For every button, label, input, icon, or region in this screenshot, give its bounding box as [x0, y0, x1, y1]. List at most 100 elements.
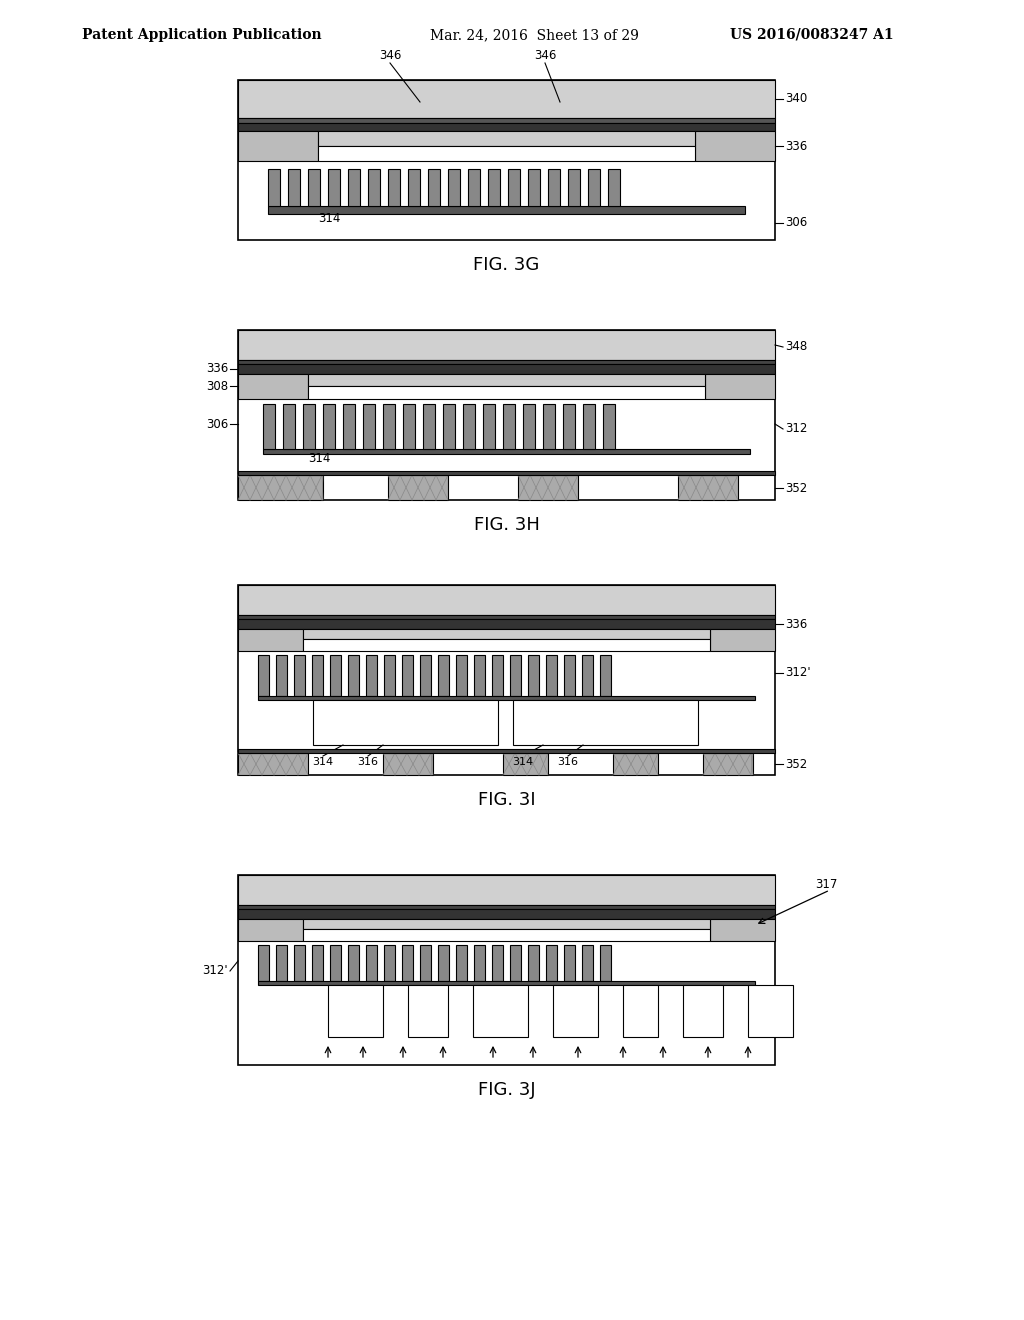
Bar — [368, 169, 380, 206]
Bar — [403, 404, 415, 449]
Text: 316: 316 — [357, 756, 379, 767]
Bar — [510, 945, 521, 981]
Bar — [383, 404, 395, 449]
Bar — [238, 875, 775, 1065]
Bar — [492, 655, 503, 696]
Bar — [258, 945, 269, 981]
Bar — [330, 655, 341, 696]
Bar — [312, 945, 323, 981]
Text: 314: 314 — [312, 756, 334, 767]
Bar — [613, 752, 658, 775]
Text: 346: 346 — [534, 49, 556, 62]
Bar — [474, 945, 485, 981]
Bar — [388, 475, 449, 500]
Bar — [438, 945, 449, 981]
Bar — [238, 585, 775, 775]
Bar — [528, 655, 539, 696]
Bar — [238, 330, 775, 500]
Bar — [328, 985, 383, 1038]
Bar — [582, 655, 593, 696]
Bar — [548, 169, 560, 206]
Bar — [705, 374, 775, 399]
Bar — [523, 404, 535, 449]
Bar — [348, 945, 359, 981]
Bar — [276, 655, 287, 696]
Bar — [318, 131, 695, 147]
Bar — [330, 945, 341, 981]
Bar — [303, 639, 710, 651]
Bar — [408, 985, 449, 1038]
Bar — [303, 404, 315, 449]
Bar — [323, 404, 335, 449]
Bar — [384, 945, 395, 981]
Text: 336: 336 — [206, 363, 228, 375]
Bar — [308, 374, 705, 385]
Text: 348: 348 — [785, 341, 807, 354]
Bar — [600, 945, 611, 981]
Text: 314: 314 — [512, 756, 534, 767]
Bar — [238, 752, 308, 775]
Bar — [308, 385, 705, 399]
Bar — [456, 945, 467, 981]
Bar — [238, 475, 323, 500]
Bar — [543, 404, 555, 449]
Bar — [268, 169, 280, 206]
Bar — [238, 630, 303, 651]
Text: 352: 352 — [785, 482, 807, 495]
Bar — [294, 655, 305, 696]
Bar — [408, 169, 420, 206]
Bar — [312, 655, 323, 696]
Bar — [268, 206, 745, 214]
Bar — [313, 700, 498, 744]
Bar — [238, 364, 775, 374]
Bar — [703, 752, 753, 775]
Text: Mar. 24, 2016  Sheet 13 of 29: Mar. 24, 2016 Sheet 13 of 29 — [430, 28, 639, 42]
Bar — [238, 360, 775, 364]
Bar — [748, 985, 793, 1038]
Bar — [510, 655, 521, 696]
Bar — [343, 404, 355, 449]
Bar — [603, 404, 615, 449]
Bar — [388, 169, 400, 206]
Bar — [518, 475, 578, 500]
Bar — [463, 404, 475, 449]
Text: 312': 312' — [785, 667, 811, 680]
Text: 308: 308 — [206, 380, 228, 392]
Bar — [563, 404, 575, 449]
Bar — [420, 945, 431, 981]
Bar — [428, 169, 440, 206]
Bar — [328, 169, 340, 206]
Bar — [683, 985, 723, 1038]
Bar — [238, 615, 775, 619]
Bar — [488, 169, 500, 206]
Text: FIG. 3H: FIG. 3H — [473, 516, 540, 535]
Bar — [384, 655, 395, 696]
Bar — [238, 131, 318, 161]
Bar — [283, 404, 295, 449]
Bar — [238, 471, 775, 475]
Bar — [238, 117, 775, 123]
Bar — [238, 585, 775, 615]
Bar — [238, 919, 303, 941]
Bar — [528, 945, 539, 981]
Text: 312: 312 — [785, 422, 807, 436]
Text: 340: 340 — [785, 92, 807, 106]
Bar — [608, 169, 620, 206]
Bar — [258, 696, 755, 700]
Bar — [263, 404, 275, 449]
Text: FIG. 3J: FIG. 3J — [477, 1081, 536, 1100]
Text: 316: 316 — [557, 756, 579, 767]
Bar — [503, 404, 515, 449]
Bar — [583, 404, 595, 449]
Bar — [443, 404, 455, 449]
Bar — [710, 919, 775, 941]
Bar — [258, 655, 269, 696]
Bar — [695, 131, 775, 161]
Bar — [348, 169, 360, 206]
Bar — [238, 906, 775, 909]
Bar — [582, 945, 593, 981]
Bar — [276, 945, 287, 981]
Bar — [564, 945, 575, 981]
Bar — [318, 147, 695, 161]
Bar — [546, 945, 557, 981]
